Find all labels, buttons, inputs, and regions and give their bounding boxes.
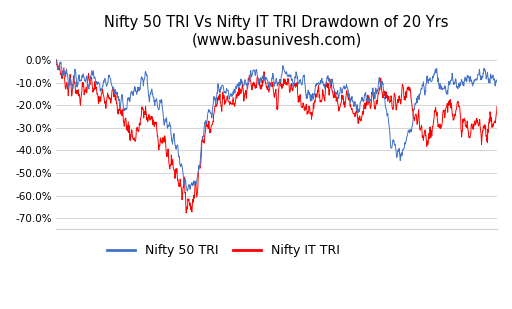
Legend: Nifty 50 TRI, Nifty IT TRI: Nifty 50 TRI, Nifty IT TRI — [102, 239, 345, 262]
Nifty 50 TRI — [244, 82, 250, 86]
Nifty IT TRI — [183, 211, 189, 215]
Nifty 50 TRI — [53, 58, 59, 62]
Nifty 50 TRI — [285, 75, 291, 78]
Nifty 50 TRI — [111, 89, 117, 93]
Nifty 50 TRI — [494, 78, 500, 82]
Line: Nifty 50 TRI: Nifty 50 TRI — [56, 60, 497, 191]
Nifty 50 TRI — [202, 121, 208, 124]
Nifty IT TRI — [244, 86, 250, 90]
Nifty IT TRI — [53, 58, 59, 62]
Nifty IT TRI — [202, 133, 208, 137]
Nifty IT TRI — [494, 104, 500, 108]
Nifty IT TRI — [127, 139, 133, 142]
Nifty 50 TRI — [294, 77, 300, 81]
Title: Nifty 50 TRI Vs Nifty IT TRI Drawdown of 20 Yrs
(www.basunivesh.com): Nifty 50 TRI Vs Nifty IT TRI Drawdown of… — [104, 15, 449, 47]
Nifty IT TRI — [294, 80, 300, 84]
Nifty IT TRI — [285, 77, 291, 80]
Nifty 50 TRI — [127, 98, 133, 101]
Nifty IT TRI — [111, 90, 117, 94]
Line: Nifty IT TRI: Nifty IT TRI — [56, 60, 497, 213]
Nifty 50 TRI — [184, 189, 190, 193]
